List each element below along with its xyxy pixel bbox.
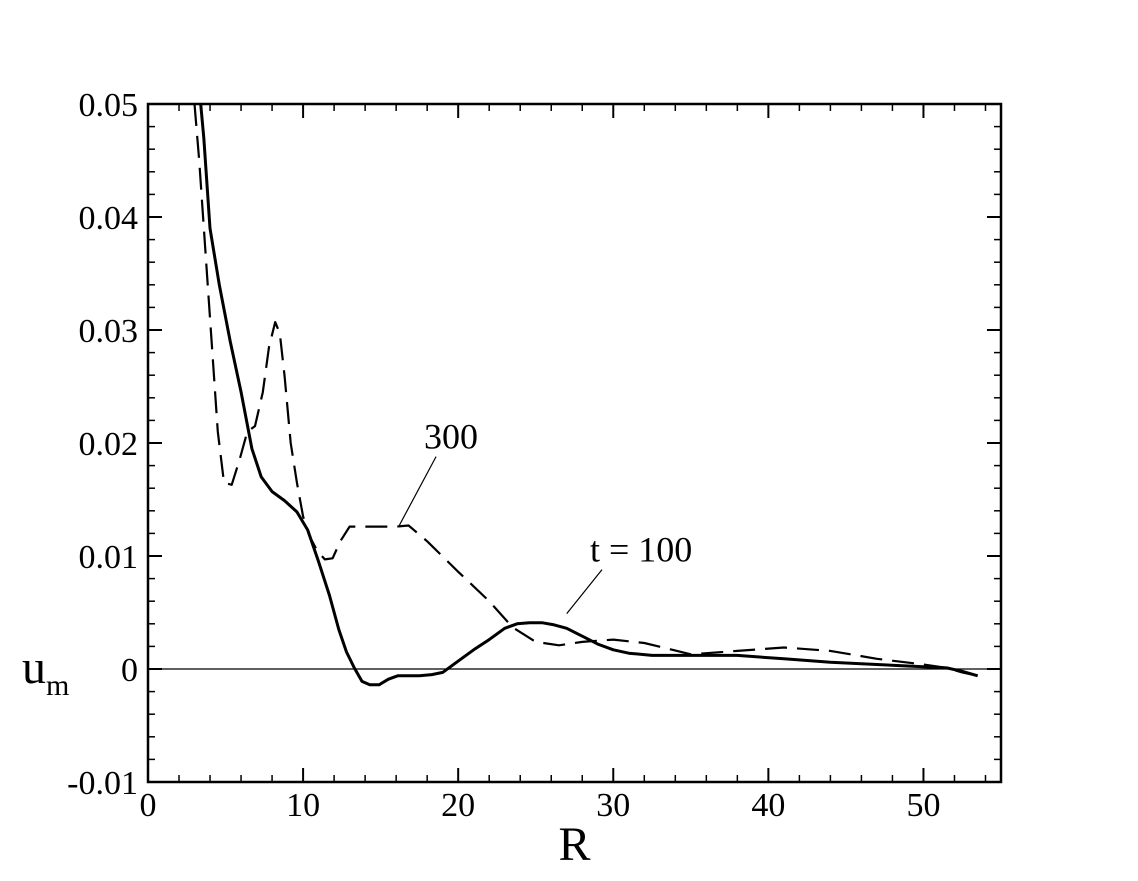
y-tick-label: 0.03 [79, 313, 139, 350]
x-tick-label: 50 [906, 787, 940, 824]
annotation-pointer [398, 456, 437, 526]
x-tick-label: 30 [596, 787, 630, 824]
y-tick-label: 0.04 [79, 200, 139, 237]
y-tick-labels: -0.01 0 0.01 0.02 0.03 0.04 0.05 [67, 87, 138, 802]
series-layer [193, 103, 979, 687]
annotation-pointers [398, 456, 603, 615]
y-tick-label: 0 [121, 652, 138, 689]
x-tick-label: 10 [286, 787, 320, 824]
x-axis-label: R [558, 818, 590, 871]
y-tick-label: 0.01 [79, 539, 139, 576]
x-tick-label: 0 [140, 787, 157, 824]
y-tick-label: -0.01 [67, 765, 138, 802]
x-tick-labels: 0 10 20 30 40 50 [140, 787, 941, 824]
y-axis-label: um [22, 641, 69, 702]
annotation-label: t = 100 [590, 530, 692, 570]
major-ticks [147, 103, 1001, 783]
x-tick-label: 40 [751, 787, 785, 824]
y-axis-label-subscript: m [46, 669, 69, 702]
y-tick-label: 0.05 [79, 87, 139, 124]
x-tick-label: 20 [441, 787, 475, 824]
annotation-layer: 300 t = 100 [424, 417, 692, 570]
series-dashed-line [193, 103, 978, 677]
annotation-pointer [566, 569, 603, 615]
y-axis-label-main: u [22, 641, 46, 694]
y-tick-label: 0.02 [79, 426, 139, 463]
minor-ticks [148, 104, 1001, 782]
series-solid-line [199, 103, 979, 687]
annotation-label: 300 [424, 417, 478, 457]
plot-frame [146, 102, 1003, 784]
